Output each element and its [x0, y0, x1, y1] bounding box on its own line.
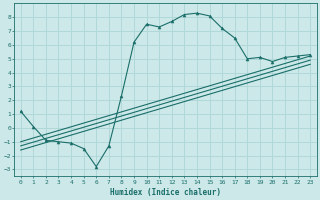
X-axis label: Humidex (Indice chaleur): Humidex (Indice chaleur) [110, 188, 221, 197]
